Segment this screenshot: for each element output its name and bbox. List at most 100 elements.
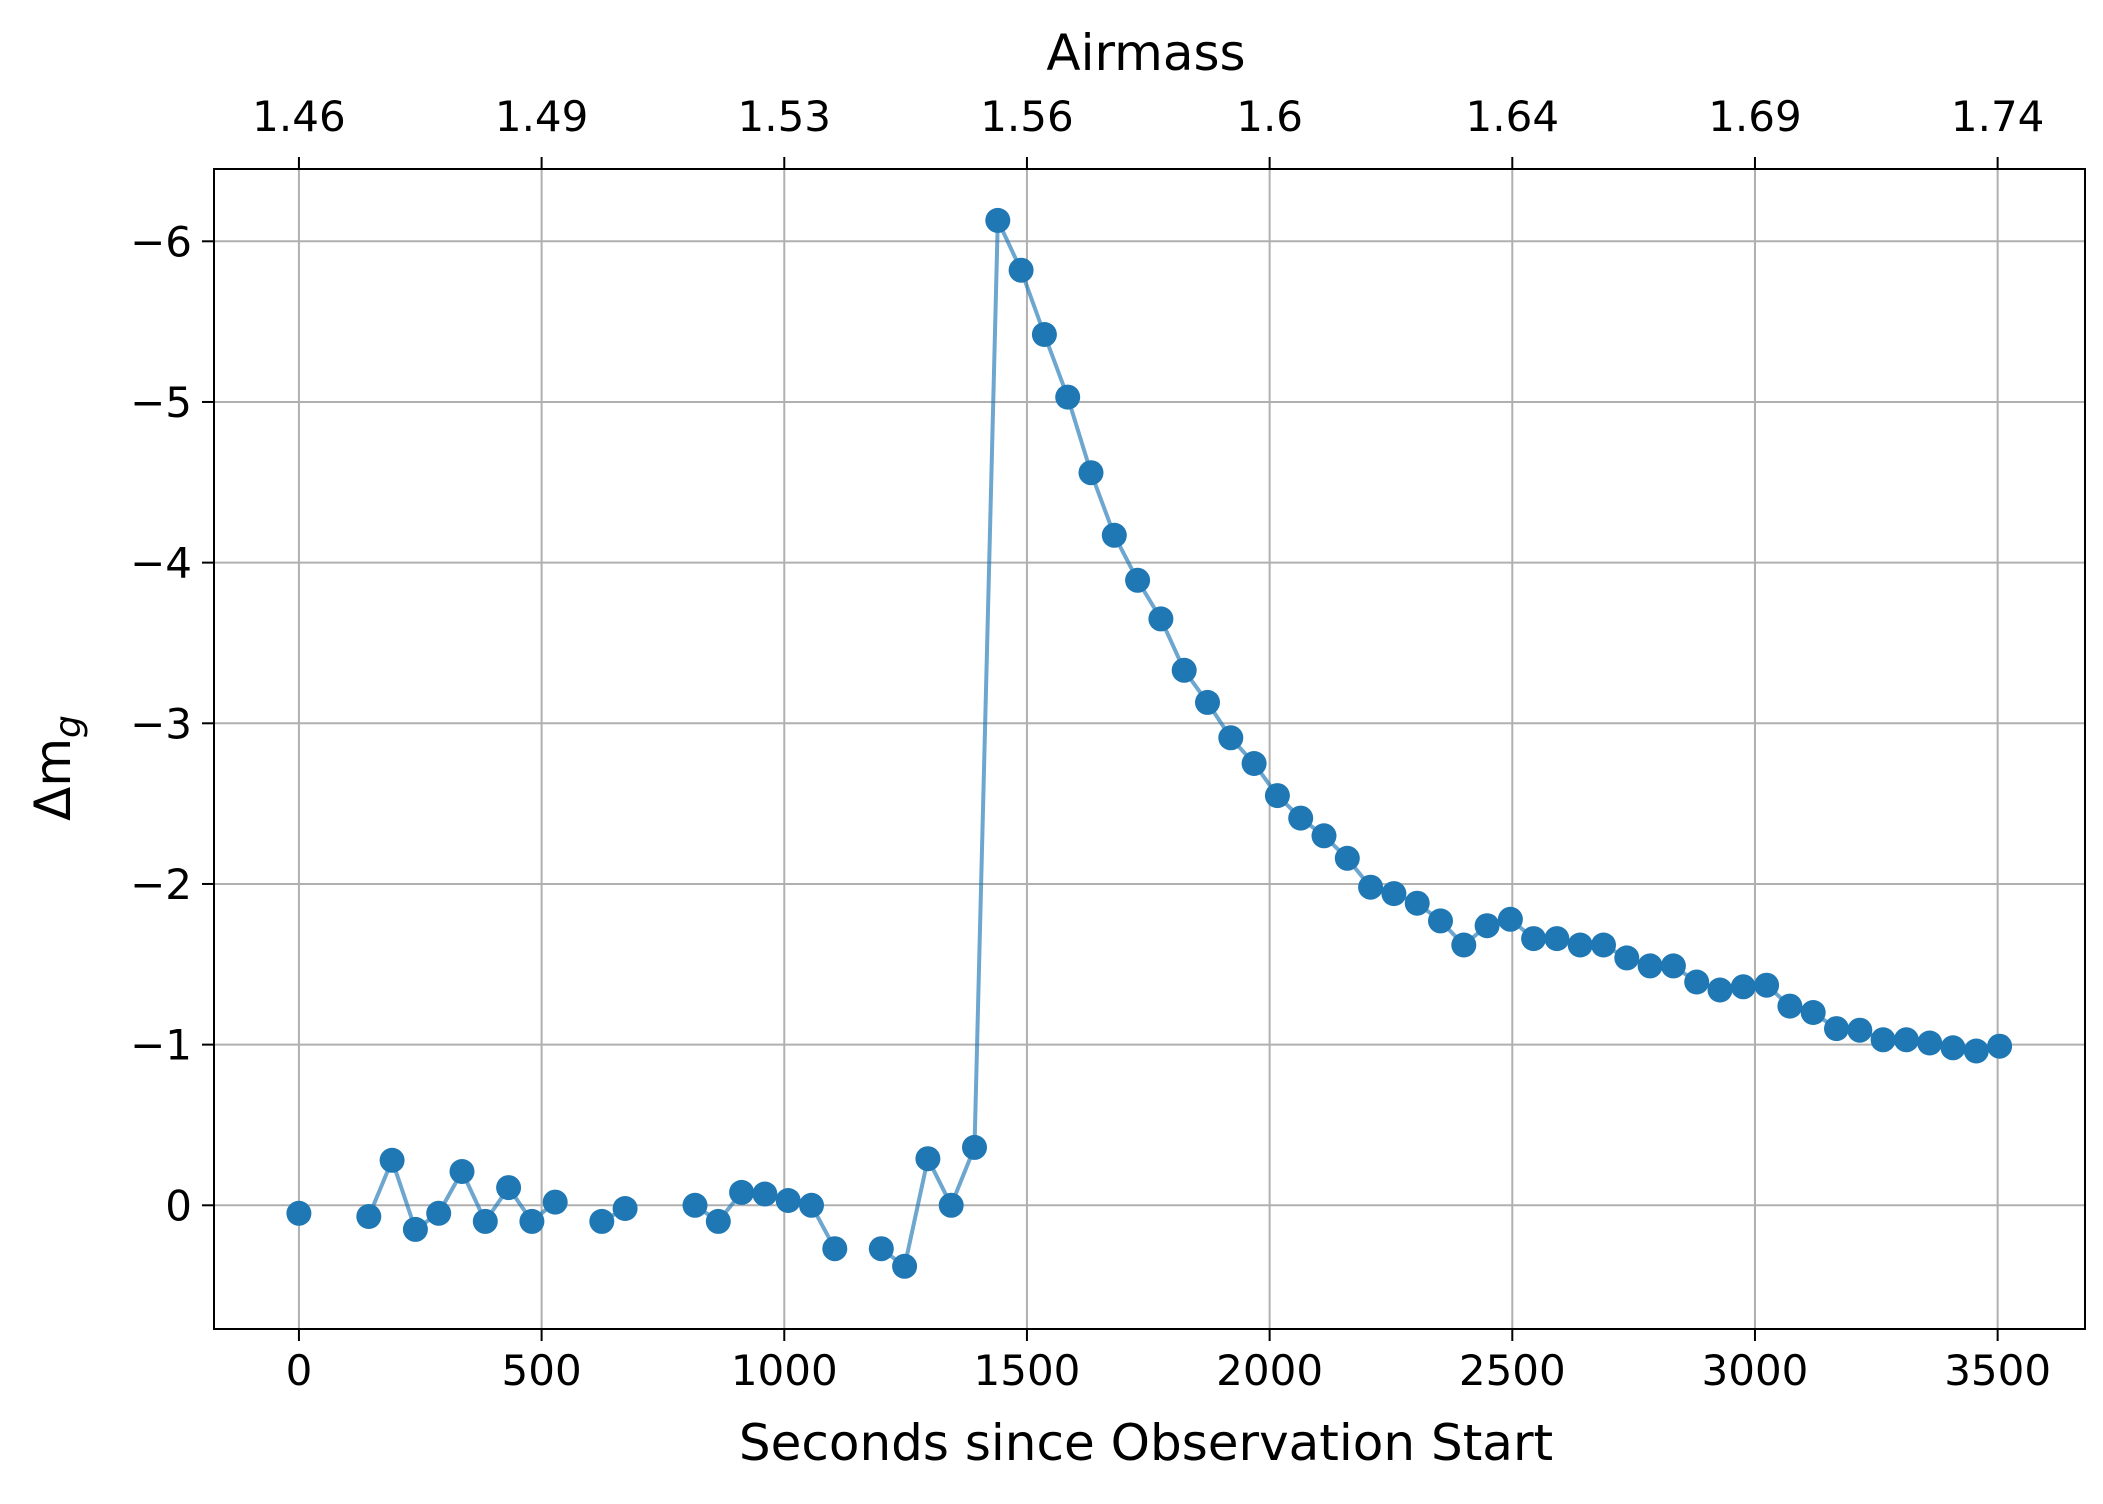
data-point <box>868 1236 894 1262</box>
data-point <box>729 1179 755 1205</box>
data-point <box>612 1196 638 1221</box>
data-point <box>542 1189 568 1215</box>
data-point <box>938 1192 964 1218</box>
data-point <box>1544 926 1570 952</box>
data-point <box>1800 1000 1826 1025</box>
data-point <box>822 1236 848 1262</box>
x-tick-label: 2500 <box>1459 1346 1566 1395</box>
data-point <box>1311 823 1337 849</box>
data-point <box>1707 977 1733 1003</box>
axis-ticks: 0 500 1000 1500 2000 2500 3000 3500 1.46 1.49 1.53… <box>130 92 2051 1395</box>
x-tick-label: 1000 <box>731 1346 838 1395</box>
data-point <box>985 207 1011 233</box>
data-point <box>1684 969 1710 995</box>
data-point <box>1730 974 1756 1000</box>
x-tick-label: 500 <box>502 1346 582 1395</box>
top-tick-label: 1.6 <box>1236 92 1303 141</box>
data-point <box>1451 932 1477 958</box>
y-tick-label: −2 <box>130 860 192 909</box>
data-point <box>1428 908 1453 934</box>
data-point <box>1777 993 1803 1019</box>
data-point <box>1101 522 1127 548</box>
data-point <box>1893 1027 1919 1053</box>
y-tick-label: −3 <box>130 699 192 748</box>
data-point <box>1148 606 1174 632</box>
top-tick-label: 1.64 <box>1466 92 1560 141</box>
data-point <box>1474 913 1500 939</box>
y-tick-label: 0 <box>165 1181 192 1230</box>
top-axis-label: Airmass <box>1046 24 1245 82</box>
data-point <box>705 1208 731 1234</box>
data-point <box>1987 1033 2013 1059</box>
data-point <box>1171 657 1197 683</box>
data-point <box>915 1146 941 1172</box>
x-tick-label: 2000 <box>1216 1346 1323 1395</box>
y-tick-label: −6 <box>130 217 192 266</box>
data-point <box>1567 932 1593 958</box>
x-axis-label: Seconds since Observation Start <box>739 1414 1553 1472</box>
data-point <box>496 1175 522 1201</box>
data-point <box>1264 783 1290 809</box>
y-tick-label: −5 <box>130 378 192 427</box>
data-point <box>1614 945 1640 971</box>
data-point <box>1288 805 1314 831</box>
data-point <box>1055 384 1081 410</box>
data-point <box>1591 932 1616 958</box>
x-tick-label: 3500 <box>1944 1346 2051 1395</box>
top-tick-label: 1.69 <box>1708 92 1802 141</box>
top-tick-label: 1.56 <box>980 92 1074 141</box>
data-point <box>1008 257 1034 283</box>
y-axis-label-delta: Δm <box>24 738 82 821</box>
data-point <box>1195 689 1220 715</box>
data-point <box>402 1216 428 1242</box>
data-point <box>472 1208 498 1234</box>
top-tick-label: 1.53 <box>738 92 832 141</box>
y-axis-label-subscript: g <box>48 715 89 738</box>
top-tick-label: 1.74 <box>1951 92 2045 141</box>
data-point <box>1754 972 1780 998</box>
data-point <box>1125 567 1151 593</box>
data-point <box>1521 926 1547 952</box>
data-point <box>799 1192 824 1218</box>
y-tick-label: −1 <box>130 1021 192 1070</box>
data-point <box>1963 1038 1989 1064</box>
top-tick-label: 1.46 <box>252 92 346 141</box>
data-point <box>1847 1017 1873 1043</box>
data-point <box>752 1181 778 1207</box>
series-layer <box>286 207 2013 1279</box>
data-point <box>962 1134 987 1160</box>
data-point <box>286 1200 312 1226</box>
data-point <box>1031 322 1057 347</box>
data-point <box>426 1200 452 1226</box>
y-axis-label: Δmg <box>24 715 89 821</box>
top-tick-label: 1.49 <box>495 92 589 141</box>
data-point <box>892 1253 918 1279</box>
data-point <box>1218 725 1244 751</box>
data-point <box>1241 751 1267 776</box>
data-point <box>775 1188 801 1213</box>
data-point <box>1870 1027 1896 1053</box>
grid-lines <box>214 169 2085 1329</box>
data-point <box>589 1208 615 1234</box>
data-point <box>449 1159 475 1184</box>
data-point <box>1358 874 1384 900</box>
data-point <box>1497 906 1523 932</box>
data-point <box>682 1192 708 1218</box>
data-point <box>1940 1035 1966 1061</box>
plot-frame <box>213 168 2086 1330</box>
data-point <box>1404 890 1430 916</box>
data-point <box>1917 1030 1943 1056</box>
x-tick-label: 3000 <box>1702 1346 1809 1395</box>
data-point <box>1660 953 1686 979</box>
data-point <box>1078 460 1104 486</box>
x-tick-label: 0 <box>286 1346 313 1395</box>
x-tick-label: 1500 <box>974 1346 1081 1395</box>
data-point <box>1381 881 1407 907</box>
data-point <box>356 1204 382 1229</box>
data-point <box>379 1147 405 1173</box>
data-point <box>1637 953 1663 979</box>
data-point <box>519 1208 545 1234</box>
data-point <box>1824 1016 1849 1042</box>
